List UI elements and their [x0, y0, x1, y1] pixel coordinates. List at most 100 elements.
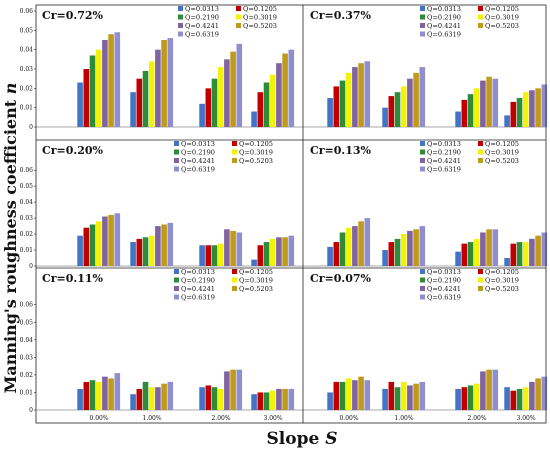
bar-q-0-6319-200	[236, 369, 243, 410]
bar-q-0-6319-200	[492, 229, 499, 266]
bar-q-0-6319-200	[236, 43, 243, 128]
bar-q-0-4241-300	[529, 381, 535, 410]
bar-q-0-3019-000	[345, 227, 352, 266]
bar-q-0-6319-300	[288, 49, 295, 127]
bar-q-0-5203-000	[358, 376, 364, 410]
chart-panel-4: Cr=0.13% Q=0.0313 Q=0.1205 Q=0.2190 Q=0.3019…	[303, 140, 548, 267]
legend-swatch	[174, 269, 179, 274]
legend-swatch	[420, 23, 425, 28]
bar-q-0-0313-300	[504, 115, 510, 127]
legend-entry: Q=0.1205	[485, 268, 519, 276]
bar-q-0-3019-300	[269, 74, 276, 127]
legend-entry: Q=0.5203	[485, 285, 519, 293]
legend-entry: Q=0.2190	[427, 277, 461, 285]
legend-entry: Q=0.3019	[239, 277, 273, 285]
bar-q-0-4241-000	[352, 226, 358, 266]
bar-q-0-0313-000	[77, 82, 83, 127]
chart-panel-3: 0 0.01 0.02 0.03 0.04 0.05 0.06 Cr=0.20% Q=0.031…	[20, 140, 303, 270]
legend-entry: Q=0.5203	[239, 157, 273, 165]
legend-swatch	[236, 6, 241, 11]
bar-q-0-6319-100	[167, 38, 174, 127]
legend-entry: Q=0.6319	[181, 294, 215, 302]
bar-q-0-1205-300	[510, 243, 517, 266]
bar-q-0-4241-000	[352, 67, 358, 127]
bar-q-0-4241-300	[276, 388, 282, 410]
legend-swatch	[236, 14, 241, 20]
x-tick-label: 2.00%	[211, 415, 230, 422]
bar-q-0-2190-000	[339, 80, 346, 127]
bar-q-0-6319-200	[492, 369, 499, 410]
bar-q-0-4241-100	[155, 387, 161, 410]
bar-q-0-1205-100	[388, 381, 395, 410]
bar-q-0-4241-100	[155, 49, 161, 127]
legend-swatch	[478, 286, 483, 291]
bar-q-0-4241-200	[224, 371, 230, 410]
bar-q-0-3019-300	[269, 390, 276, 410]
panel-title: Cr=0.37%	[310, 9, 372, 22]
bar-q-0-5203-200	[230, 51, 236, 127]
bar-q-0-3019-300	[522, 387, 529, 410]
panel-grid-lines	[35, 4, 547, 424]
bar-q-0-4241-200	[480, 80, 486, 127]
bar-q-0-3019-100	[148, 235, 155, 266]
bar-q-0-3019-000	[345, 72, 352, 127]
bar-q-0-2190-000	[89, 380, 96, 410]
bar-q-0-1205-200	[205, 245, 212, 266]
y-tick-label: 0.01	[20, 105, 33, 112]
panel-title: Cr=0.20%	[42, 144, 104, 157]
bar-q-0-1205-100	[388, 96, 395, 127]
bar-q-0-2190-200	[467, 385, 474, 410]
legend-swatch	[174, 294, 179, 300]
bar-q-0-6319-100	[419, 226, 426, 266]
bar-q-0-6319-000	[114, 373, 121, 410]
x-tick-label: 3.00%	[516, 415, 535, 422]
x-tick-label: 1.00%	[394, 415, 413, 422]
bar-q-0-3019-200	[473, 238, 480, 266]
y-tick-label: 0.02	[20, 372, 34, 379]
chart-panel-1: 0 0.01 0.02 0.03 0.04 0.05 0.06 Cr=0.72% Q=0.031…	[20, 5, 303, 131]
legend-swatch	[232, 269, 237, 274]
bar-q-0-5203-100	[413, 229, 419, 266]
bar-q-0-6319-300	[541, 232, 548, 266]
bar-q-0-5203-200	[230, 230, 236, 266]
bar-q-0-3019-000	[95, 381, 102, 410]
legend-swatch	[178, 14, 183, 20]
legend-entry: Q=0.0313	[427, 268, 461, 276]
legend-swatch	[478, 269, 483, 274]
bar-q-0-3019-100	[148, 387, 155, 410]
y-tick-label: 0.01	[20, 389, 33, 396]
bar-q-0-0313-100	[382, 250, 388, 266]
bar-q-0-6319-300	[541, 84, 548, 127]
bar-q-0-5203-000	[108, 378, 114, 410]
bar-q-0-5203-200	[486, 369, 492, 410]
bar-q-0-2190-200	[467, 242, 474, 266]
bar-q-0-3019-000	[345, 378, 352, 410]
y-tick-label: 0.05	[20, 27, 34, 34]
bar-q-0-2190-000	[339, 232, 346, 266]
legend-entry: Q=0.5203	[485, 22, 519, 30]
legend-swatch	[232, 277, 237, 283]
bar-q-0-0313-200	[455, 111, 461, 127]
bar-q-0-4241-000	[352, 380, 358, 410]
legend-swatch	[174, 277, 179, 283]
legend-entry: Q=0.4241	[427, 285, 461, 293]
bar-q-0-1205-300	[510, 390, 517, 410]
bar-q-0-3019-000	[95, 49, 102, 127]
legend-entry: Q=0.2190	[181, 149, 215, 157]
bar-q-0-5203-200	[230, 369, 236, 410]
bar-q-0-5203-000	[108, 34, 114, 128]
legend-entry: Q=0.2190	[427, 14, 461, 22]
bar-q-0-3019-100	[400, 86, 407, 127]
bar-q-0-1205-300	[510, 101, 517, 127]
bar-q-0-1205-000	[83, 69, 90, 127]
bar-q-0-0313-200	[199, 103, 205, 127]
legend-swatch	[178, 6, 183, 11]
bar-q-0-5203-300	[282, 237, 288, 266]
legend-swatch	[420, 286, 425, 291]
bar-q-0-0313-200	[455, 251, 461, 266]
bar-q-0-1205-200	[461, 243, 468, 266]
bar-q-0-5203-300	[535, 378, 541, 410]
bar-q-0-4241-200	[224, 229, 230, 266]
bar-q-0-0313-100	[130, 242, 136, 266]
